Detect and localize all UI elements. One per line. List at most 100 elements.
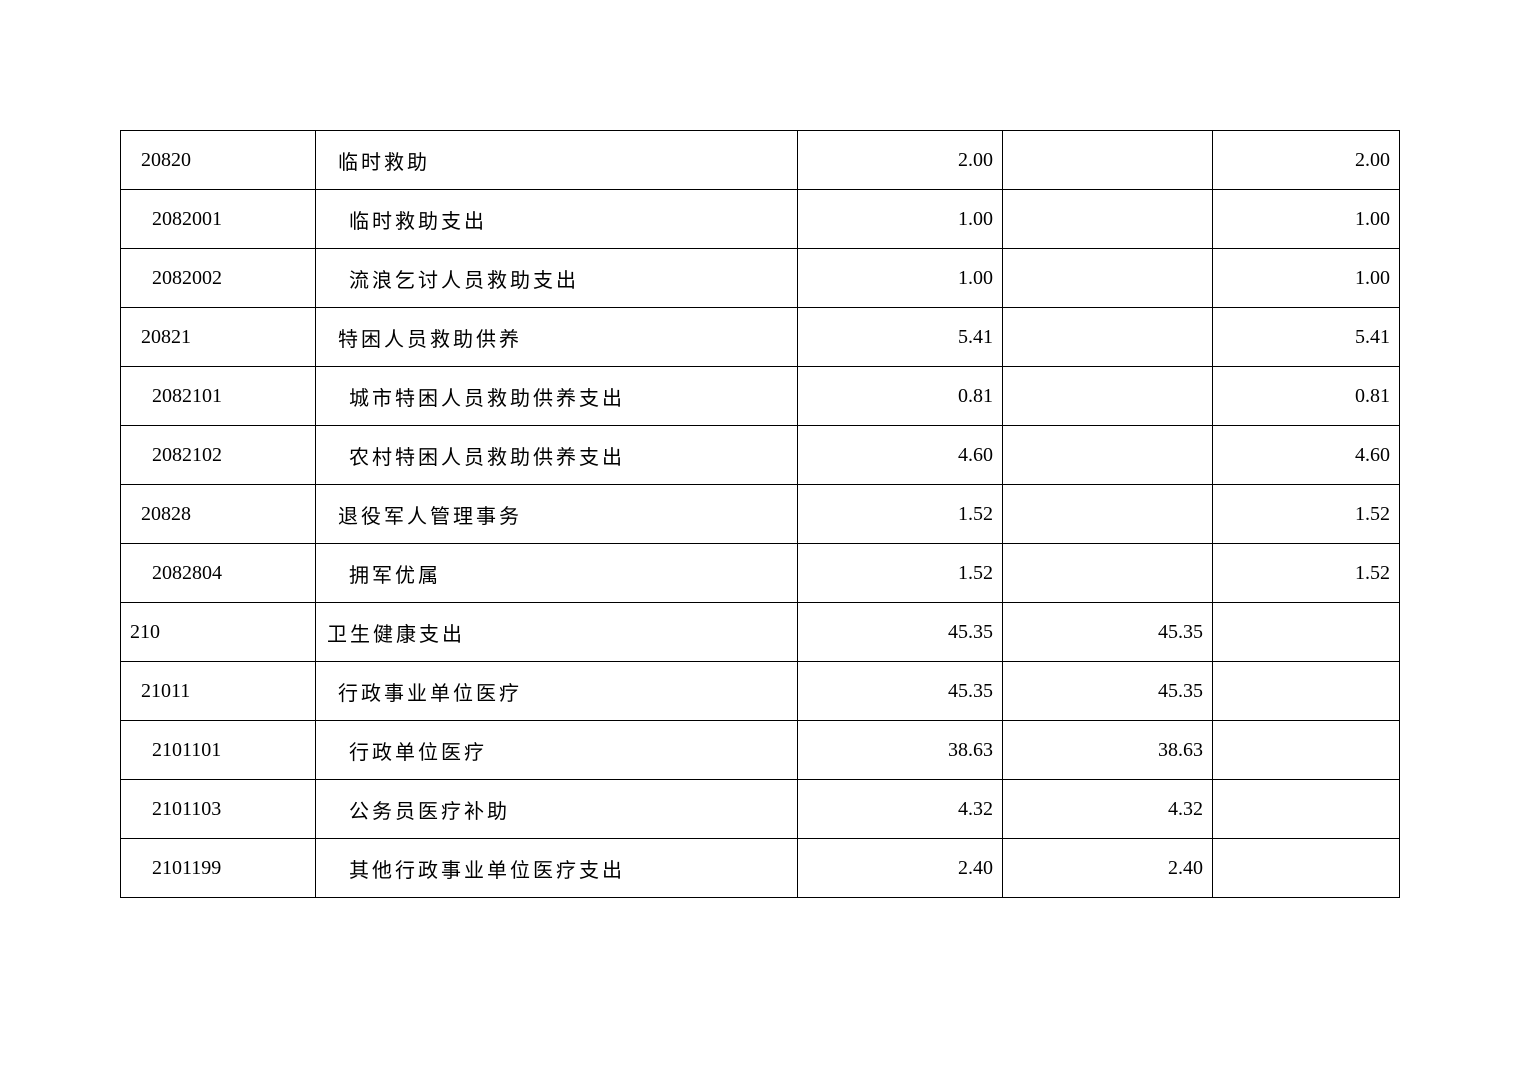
basic-cell <box>1002 248 1213 308</box>
project-cell-text: 4.60 <box>1355 443 1390 466</box>
total-cell: 45.35 <box>797 602 1003 662</box>
name-cell: 拥军优属 <box>315 543 798 603</box>
table-row: 20821 特困人员救助供养 5.41 5.41 <box>120 307 1400 367</box>
code-cell-text: 21011 <box>141 679 191 702</box>
table-row: 2101199 其他行政事业单位医疗支出 2.40 2.40 <box>120 838 1400 898</box>
code-cell: 210 <box>120 602 316 662</box>
project-cell: 2.00 <box>1212 130 1400 190</box>
project-cell <box>1212 779 1400 839</box>
table-row: 2101101 行政单位医疗 38.63 38.63 <box>120 720 1400 780</box>
total-cell: 4.60 <box>797 425 1003 485</box>
total-cell: 45.35 <box>797 661 1003 721</box>
table-row: 20820 临时救助 2.00 2.00 <box>120 130 1400 190</box>
project-cell: 1.52 <box>1212 484 1400 544</box>
total-cell-text: 1.00 <box>958 266 993 289</box>
total-cell: 1.52 <box>797 543 1003 603</box>
name-cell: 行政事业单位医疗 <box>315 661 798 721</box>
project-cell-text: 5.41 <box>1355 325 1390 348</box>
total-cell-text: 5.41 <box>958 325 993 348</box>
name-cell-text: 临时救助 <box>338 151 430 174</box>
name-cell: 临时救助 <box>315 130 798 190</box>
code-cell: 2082001 <box>120 189 316 249</box>
total-cell: 2.40 <box>797 838 1003 898</box>
total-cell-text: 45.35 <box>948 679 993 702</box>
project-cell: 4.60 <box>1212 425 1400 485</box>
total-cell: 1.00 <box>797 189 1003 249</box>
basic-cell: 45.35 <box>1002 602 1213 662</box>
basic-cell <box>1002 425 1213 485</box>
total-cell: 1.00 <box>797 248 1003 308</box>
name-cell-text: 城市特困人员救助供养支出 <box>349 387 625 410</box>
total-cell: 2.00 <box>797 130 1003 190</box>
basic-cell <box>1002 189 1213 249</box>
code-cell: 20821 <box>120 307 316 367</box>
project-cell <box>1212 838 1400 898</box>
code-cell-text: 2101199 <box>152 856 222 879</box>
project-cell: 5.41 <box>1212 307 1400 367</box>
total-cell-text: 4.32 <box>958 797 993 820</box>
code-cell: 2082002 <box>120 248 316 308</box>
basic-cell <box>1002 366 1213 426</box>
code-cell: 2082102 <box>120 425 316 485</box>
name-cell: 临时救助支出 <box>315 189 798 249</box>
project-cell: 1.52 <box>1212 543 1400 603</box>
project-cell <box>1212 720 1400 780</box>
name-cell-text: 其他行政事业单位医疗支出 <box>349 859 625 882</box>
project-cell-text: 1.52 <box>1355 561 1390 584</box>
code-cell-text: 2082101 <box>152 384 222 407</box>
code-cell-text: 2101103 <box>152 797 222 820</box>
name-cell-text: 拥军优属 <box>349 564 441 587</box>
project-cell <box>1212 661 1400 721</box>
name-cell-text: 流浪乞讨人员救助支出 <box>349 269 579 292</box>
name-cell: 卫生健康支出 <box>315 602 798 662</box>
name-cell-text: 卫生健康支出 <box>327 623 465 646</box>
name-cell: 农村特困人员救助供养支出 <box>315 425 798 485</box>
code-cell-text: 20821 <box>141 325 191 348</box>
table-row: 21011 行政事业单位医疗 45.35 45.35 <box>120 661 1400 721</box>
project-cell-text: 2.00 <box>1355 148 1390 171</box>
project-cell-text: 1.52 <box>1355 502 1390 525</box>
table-row: 20828 退役军人管理事务 1.52 1.52 <box>120 484 1400 544</box>
code-cell-text: 210 <box>130 620 160 643</box>
project-cell: 1.00 <box>1212 248 1400 308</box>
total-cell-text: 0.81 <box>958 384 993 407</box>
name-cell-text: 临时救助支出 <box>349 210 487 233</box>
code-cell: 20820 <box>120 130 316 190</box>
total-cell-text: 45.35 <box>948 620 993 643</box>
code-cell: 2101103 <box>120 779 316 839</box>
name-cell-text: 行政事业单位医疗 <box>338 682 522 705</box>
total-cell: 0.81 <box>797 366 1003 426</box>
name-cell: 城市特困人员救助供养支出 <box>315 366 798 426</box>
name-cell-text: 公务员医疗补助 <box>349 800 510 823</box>
total-cell: 5.41 <box>797 307 1003 367</box>
basic-cell: 38.63 <box>1002 720 1213 780</box>
code-cell-text: 2082001 <box>152 207 222 230</box>
basic-cell <box>1002 130 1213 190</box>
basic-cell-text: 2.40 <box>1168 856 1203 879</box>
basic-cell <box>1002 543 1213 603</box>
project-cell-text: 0.81 <box>1355 384 1390 407</box>
name-cell-text: 特困人员救助供养 <box>338 328 522 351</box>
expenditure-table: 20820 临时救助 2.00 2.00 2082001 临时救助支出 1.00 1.00 20… <box>120 130 1400 898</box>
table-body: 20820 临时救助 2.00 2.00 2082001 临时救助支出 1.00 1.00 20… <box>120 130 1400 898</box>
code-cell: 21011 <box>120 661 316 721</box>
name-cell: 退役军人管理事务 <box>315 484 798 544</box>
name-cell: 特困人员救助供养 <box>315 307 798 367</box>
total-cell-text: 1.00 <box>958 207 993 230</box>
code-cell: 2101199 <box>120 838 316 898</box>
total-cell-text: 1.52 <box>958 561 993 584</box>
project-cell: 1.00 <box>1212 189 1400 249</box>
code-cell-text: 2082102 <box>152 443 222 466</box>
table-row: 2101103 公务员医疗补助 4.32 4.32 <box>120 779 1400 839</box>
name-cell: 流浪乞讨人员救助支出 <box>315 248 798 308</box>
basic-cell: 2.40 <box>1002 838 1213 898</box>
total-cell: 4.32 <box>797 779 1003 839</box>
basic-cell-text: 45.35 <box>1158 679 1203 702</box>
code-cell-text: 2082804 <box>152 561 222 584</box>
code-cell-text: 20820 <box>141 148 191 171</box>
basic-cell-text: 4.32 <box>1168 797 1203 820</box>
name-cell: 行政单位医疗 <box>315 720 798 780</box>
project-cell-text: 1.00 <box>1355 266 1390 289</box>
basic-cell: 45.35 <box>1002 661 1213 721</box>
code-cell: 2082804 <box>120 543 316 603</box>
